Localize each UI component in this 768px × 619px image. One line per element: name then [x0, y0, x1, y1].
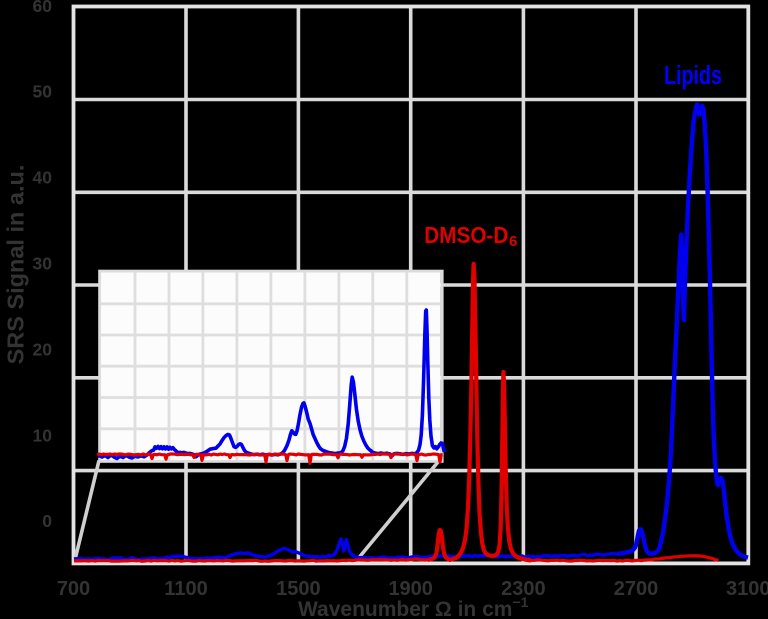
svg-text:0: 0: [42, 511, 52, 531]
svg-text:2700: 2700: [614, 578, 659, 600]
svg-text:40: 40: [33, 168, 53, 188]
svg-text:1900: 1900: [388, 578, 433, 600]
svg-text:50: 50: [33, 82, 53, 102]
svg-text:Wavenumber Ω in cm−1: Wavenumber Ω in cm−1: [298, 594, 529, 619]
svg-text:DMSO-D: DMSO-D: [424, 222, 508, 248]
svg-text:1100: 1100: [164, 578, 207, 600]
svg-text:6: 6: [509, 233, 517, 250]
svg-text:30: 30: [33, 253, 53, 273]
svg-text:2300: 2300: [501, 578, 546, 600]
svg-text:1500: 1500: [276, 578, 321, 600]
svg-text:Lipids: Lipids: [664, 62, 722, 90]
svg-text:3100: 3100: [726, 578, 768, 600]
svg-text:SRS Signal in a.u.: SRS Signal in a.u.: [2, 165, 28, 365]
svg-text:700: 700: [57, 578, 90, 600]
svg-text:20: 20: [33, 340, 53, 360]
svg-text:60: 60: [33, 0, 53, 16]
svg-text:10: 10: [33, 426, 53, 446]
